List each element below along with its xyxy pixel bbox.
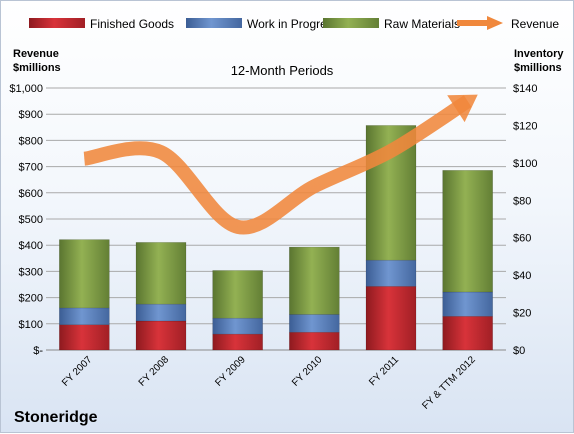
legend-item-revenue: Revenue xyxy=(457,16,559,31)
left-tick-label: $200 xyxy=(19,293,43,305)
bar-raw-materials xyxy=(59,240,109,308)
bar-finished-goods xyxy=(366,286,416,350)
right-tick-label: $80 xyxy=(513,195,531,207)
left-tick-label: $600 xyxy=(19,188,43,200)
legend: Finished Goods Work in Progress Raw Mate… xyxy=(29,16,559,31)
x-tick-label: FY 2007 xyxy=(60,354,95,389)
right-tick-label: $140 xyxy=(513,83,537,95)
bar-finished-goods xyxy=(289,332,339,350)
left-tick-label: $- xyxy=(33,345,43,357)
right-axis-title-line2: $millions xyxy=(514,62,562,74)
bar-finished-goods xyxy=(59,325,109,350)
left-tick-label: $100 xyxy=(19,319,43,331)
bar-finished-goods xyxy=(443,316,493,350)
left-tick-label: $900 xyxy=(19,109,43,121)
x-tick-label: FY 2011 xyxy=(367,354,401,388)
left-tick-label: $800 xyxy=(19,135,43,147)
legend-swatch-work-in-progress xyxy=(186,18,242,28)
legend-item-finished-goods: Finished Goods xyxy=(29,17,174,31)
left-tick-label: $1,000 xyxy=(9,83,43,95)
x-tick-label: FY & TTM 2012 xyxy=(420,354,478,412)
right-tick-label: $100 xyxy=(513,158,537,170)
right-tick-label: $40 xyxy=(513,270,531,282)
right-tick-label: $60 xyxy=(513,233,531,245)
legend-label-revenue: Revenue xyxy=(511,17,559,31)
left-tick-label: $500 xyxy=(19,214,43,226)
bar-work-in-progress xyxy=(443,292,493,316)
left-axis-ticks: $- $100 $200 $300 $400 $500 $600 $700 $800 $900 $1… xyxy=(9,83,43,357)
legend-swatch-raw-materials xyxy=(323,18,379,28)
bar-finished-goods xyxy=(213,334,263,350)
left-tick-label: $400 xyxy=(19,240,43,252)
chart-subtitle: 12-Month Periods xyxy=(231,63,334,78)
bar-work-in-progress xyxy=(289,314,339,332)
legend-arrow-revenue xyxy=(487,16,503,30)
left-axis-title-line2: $millions xyxy=(13,62,61,74)
right-tick-label: $0 xyxy=(513,345,525,357)
legend-item-work-in-progress: Work in Progress xyxy=(186,17,339,31)
right-tick-label: $120 xyxy=(513,120,537,132)
legend-label-finished-goods: Finished Goods xyxy=(90,17,174,31)
x-axis-ticks: FY 2007 FY 2008 FY 2009 FY 2010 FY 2011 FY & … xyxy=(60,354,478,412)
inventory-bars xyxy=(59,125,492,350)
right-axis-ticks: $0 $20 $40 $60 $80 $100 $120 $140 xyxy=(513,83,537,357)
bar-work-in-progress xyxy=(136,304,186,321)
x-tick-label: FY 2010 xyxy=(290,354,325,389)
left-axis-title-line1: Revenue xyxy=(13,48,59,60)
bar-raw-materials xyxy=(443,170,493,292)
left-tick-label: $700 xyxy=(19,162,43,174)
bar-raw-materials xyxy=(289,247,339,314)
x-tick-label: FY 2008 xyxy=(137,354,172,389)
right-axis-title-line1: Inventory xyxy=(514,48,564,60)
left-tick-label: $300 xyxy=(19,266,43,278)
company-name: Stoneridge xyxy=(14,409,98,426)
bar-raw-materials xyxy=(213,270,263,318)
bar-finished-goods xyxy=(136,321,186,350)
legend-item-raw-materials: Raw Materials xyxy=(323,17,460,31)
bar-work-in-progress xyxy=(366,260,416,286)
bar-work-in-progress xyxy=(213,318,263,334)
right-tick-label: $20 xyxy=(513,308,531,320)
legend-swatch-finished-goods xyxy=(29,18,85,28)
legend-label-raw-materials: Raw Materials xyxy=(384,17,460,31)
bar-work-in-progress xyxy=(59,308,109,325)
x-tick-label: FY 2009 xyxy=(213,354,248,389)
bar-raw-materials xyxy=(136,242,186,304)
